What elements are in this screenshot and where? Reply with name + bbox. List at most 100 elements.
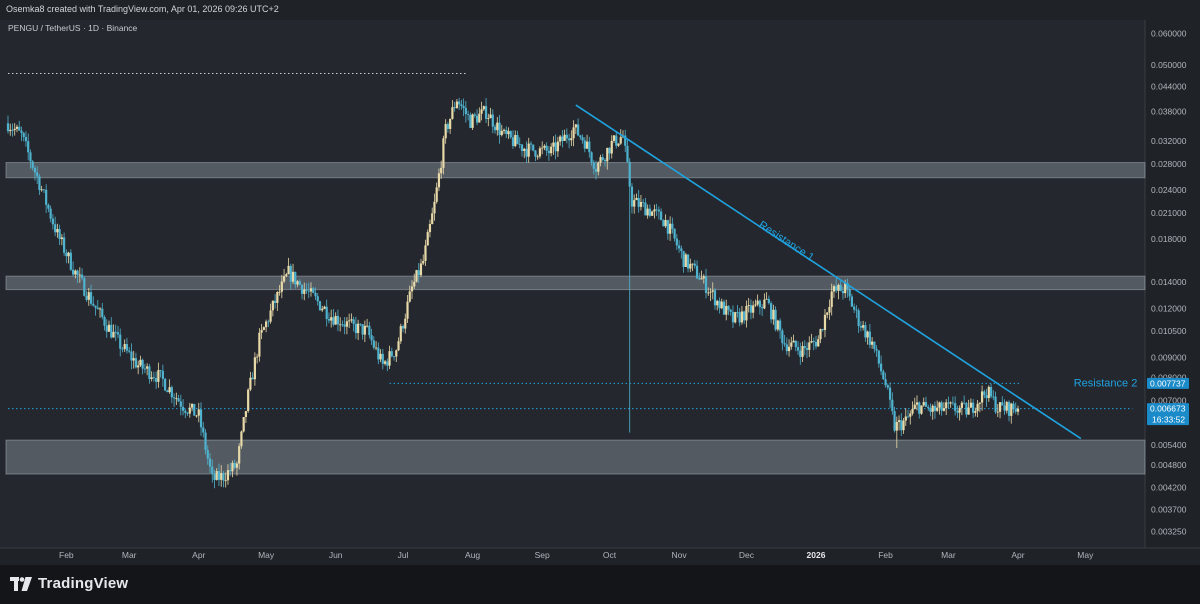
candle-body <box>352 319 355 324</box>
candle-body <box>983 391 986 396</box>
candle-body <box>431 213 434 224</box>
candle-body <box>190 403 194 408</box>
candle-body <box>911 408 914 414</box>
candle-body <box>639 201 643 207</box>
price-tick-label: 0.060000 <box>1151 29 1187 39</box>
candle-body <box>125 344 129 351</box>
candle-body <box>763 299 766 309</box>
candle-body <box>433 201 436 214</box>
candle-body <box>644 202 647 216</box>
candle-body <box>767 298 770 304</box>
candle-body <box>947 402 950 404</box>
candle-body <box>559 136 562 142</box>
candle-body <box>994 396 997 412</box>
price-axis-pane <box>1145 20 1200 548</box>
candle-body <box>247 389 250 412</box>
candle-body <box>662 220 665 227</box>
candle-body <box>54 224 57 233</box>
candle-body <box>729 309 732 312</box>
candle-body <box>801 346 804 357</box>
candle-body <box>148 366 151 379</box>
footer-bar: TradingView <box>0 565 1200 604</box>
candle-body <box>166 390 169 393</box>
candle-body <box>233 462 236 468</box>
candle-body <box>318 301 322 311</box>
candle-body <box>159 370 162 371</box>
candle-body <box>646 208 649 216</box>
candle-body <box>783 343 786 345</box>
resistance-2-label: Resistance 2 <box>1074 377 1138 389</box>
candle-body <box>471 114 474 128</box>
candle-body <box>155 378 158 382</box>
candle-body <box>924 402 928 407</box>
price-tick-label: 0.014000 <box>1151 277 1187 287</box>
candle-body <box>794 340 797 348</box>
candle-body <box>217 471 221 480</box>
candle-body <box>417 270 420 276</box>
candle-body <box>453 107 456 109</box>
candle-body <box>601 157 604 160</box>
candle-body <box>235 463 239 468</box>
candle-body <box>464 107 467 115</box>
candle-body <box>965 403 968 415</box>
candle-body <box>27 141 30 153</box>
candle-body <box>487 118 490 119</box>
price-tick-label: 0.009000 <box>1151 353 1187 363</box>
price-label-box <box>1147 403 1189 426</box>
candle-body <box>695 265 699 279</box>
candle-body <box>781 330 784 344</box>
candle-body <box>496 122 499 131</box>
candle-body <box>413 281 416 287</box>
candle-body <box>709 291 712 293</box>
candle-body <box>920 405 923 414</box>
candle-body <box>976 403 979 412</box>
candle-body <box>675 238 678 246</box>
candle-body <box>325 306 328 319</box>
candle-body <box>509 131 512 138</box>
candle-body <box>915 402 919 405</box>
brand-name: TradingView <box>38 575 129 592</box>
support-resistance-zone <box>5 162 1146 179</box>
candle-body <box>572 127 575 139</box>
candle-body <box>630 186 634 207</box>
candle-body <box>684 254 687 267</box>
candle-body <box>357 323 360 334</box>
candle-body <box>83 278 86 296</box>
tradingview-brand[interactable]: TradingView <box>10 575 128 592</box>
candle-body <box>929 408 932 412</box>
candle-body <box>1007 402 1011 416</box>
candle-body <box>830 291 833 307</box>
candle-body <box>772 309 775 320</box>
candle-body <box>493 126 497 131</box>
candle-body <box>823 314 827 331</box>
candle-body <box>987 386 990 399</box>
candle-body <box>199 409 203 428</box>
candle-body <box>918 402 921 414</box>
candle-body <box>902 420 905 431</box>
candle-body <box>354 323 357 334</box>
time-tick-label: Jul <box>398 550 409 560</box>
candle-body <box>161 370 164 379</box>
candle-body <box>799 350 802 357</box>
candle-body <box>51 218 54 225</box>
candle-body <box>60 237 63 240</box>
candle-body <box>895 421 898 431</box>
candle-body <box>877 350 880 364</box>
candle-body <box>927 406 930 409</box>
candle-body <box>985 395 988 399</box>
candle-body <box>974 411 977 413</box>
candle-body <box>24 137 28 142</box>
candle-body <box>224 480 227 482</box>
candle-body <box>368 325 371 336</box>
candle-body <box>475 115 479 123</box>
price-tick-label: 0.024000 <box>1151 185 1187 195</box>
candle-body <box>49 208 52 219</box>
candle-body <box>267 321 270 323</box>
candle-body <box>280 281 283 292</box>
candle-body <box>139 359 142 366</box>
candle-body <box>150 377 153 379</box>
price-tick-label: 0.044000 <box>1151 82 1187 92</box>
candle-body <box>992 396 995 398</box>
candle-body <box>700 278 703 280</box>
